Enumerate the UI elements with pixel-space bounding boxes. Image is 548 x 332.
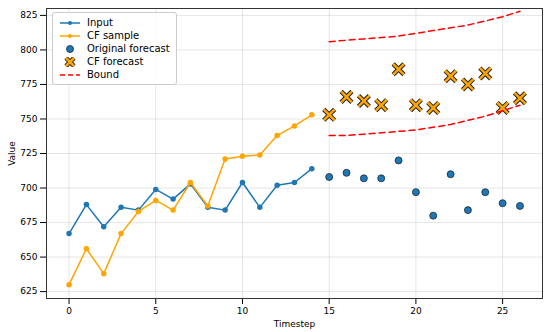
svg-text:25: 25: [497, 306, 508, 316]
svg-text:700: 700: [20, 183, 37, 193]
svg-text:Timestep: Timestep: [273, 319, 316, 329]
html-text:Bound: Bound: [87, 69, 119, 80]
svg-text:20: 20: [410, 306, 422, 316]
svg-text:Value: Value: [7, 141, 17, 166]
html-text:CF forecast: CF forecast: [87, 56, 144, 67]
svg-text:750: 750: [20, 114, 37, 124]
html-text:Original forecast: Original forecast: [87, 43, 170, 54]
svg-text:15: 15: [323, 306, 334, 316]
svg-text:675: 675: [20, 217, 37, 227]
svg-text:625: 625: [20, 286, 37, 296]
svg-text:725: 725: [20, 148, 37, 158]
svg-text:10: 10: [237, 306, 249, 316]
svg-text:825: 825: [20, 10, 37, 20]
svg-text:650: 650: [20, 252, 37, 262]
svg-text:5: 5: [153, 306, 159, 316]
svg-text:775: 775: [20, 79, 37, 89]
svg-text:800: 800: [20, 45, 37, 55]
html-text:Input: Input: [87, 17, 113, 28]
html-text:CF sample: CF sample: [87, 30, 140, 41]
svg-text:0: 0: [66, 306, 72, 316]
